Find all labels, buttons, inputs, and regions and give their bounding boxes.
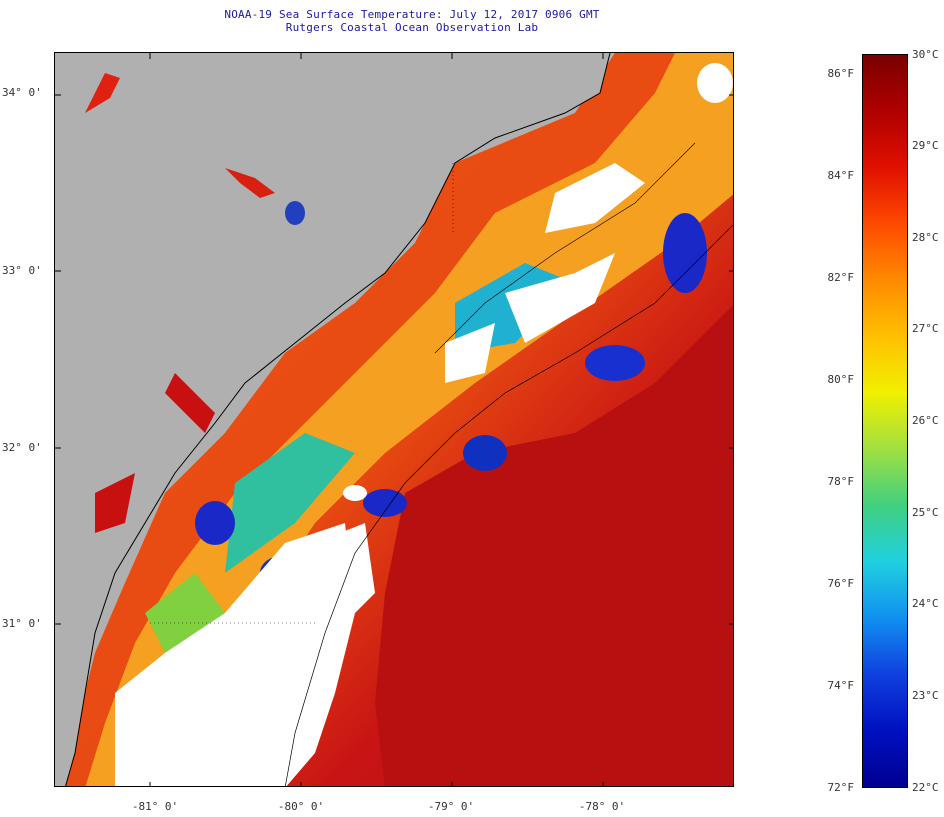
longitude-label: -80° 0' — [277, 800, 325, 813]
colorbar-celsius-label: 24°C — [912, 597, 939, 610]
cold-spot — [585, 345, 645, 381]
map-subtitle: Rutgers Coastal Ocean Observation Lab — [285, 21, 539, 34]
cold-spot — [663, 213, 707, 293]
sst-map — [54, 52, 734, 787]
cloud-cover — [697, 63, 733, 103]
cool-water-patch — [225, 433, 355, 573]
latitude-label: 33° 0' — [2, 264, 42, 277]
colorbar-celsius-label: 30°C — [912, 48, 939, 61]
colorbar-celsius-label: 26°C — [912, 414, 939, 427]
lake — [285, 201, 305, 225]
colorbar-celsius-label: 27°C — [912, 322, 939, 335]
river-estuary — [95, 473, 135, 533]
map-title: NOAA-19 Sea Surface Temperature: July 12… — [224, 8, 600, 21]
colorbar-celsius-label: 25°C — [912, 506, 939, 519]
latitude-label: 34° 0' — [2, 86, 42, 99]
temperature-colorbar — [862, 54, 908, 788]
cloud-cover — [115, 523, 355, 786]
longitude-label: -78° 0' — [578, 800, 626, 813]
colorbar-celsius-label: 23°C — [912, 689, 939, 702]
latitude-label: 31° 0' — [2, 617, 42, 630]
cold-spot — [363, 489, 407, 517]
colorbar-fahrenheit-label: 72°F — [827, 781, 855, 794]
cloud-cover — [545, 163, 645, 233]
cool-water-patch — [145, 573, 225, 673]
shelf-contour — [285, 224, 733, 786]
colorbar-fahrenheit-label: 80°F — [827, 373, 855, 386]
shelf-contour — [434, 142, 696, 354]
cold-spot — [195, 501, 235, 545]
longitude-label: -79° 0' — [427, 800, 475, 813]
colorbar-celsius-label: 29°C — [912, 139, 939, 152]
cloud-cover — [505, 253, 615, 343]
cloud-cover — [315, 523, 375, 623]
river-estuary — [85, 73, 120, 113]
longitude-label: -81° 0' — [131, 800, 179, 813]
river-estuary — [165, 373, 215, 433]
cloud-cover — [445, 323, 495, 383]
colorbar-fahrenheit-label: 84°F — [827, 169, 855, 182]
land-area — [55, 53, 610, 786]
colorbar-fahrenheit-label: 78°F — [827, 475, 855, 488]
colorbar-fahrenheit-label: 82°F — [827, 271, 855, 284]
colorbar-celsius-label: 28°C — [912, 231, 939, 244]
colorbar-celsius-label: 22°C — [912, 781, 939, 794]
river-estuary — [225, 168, 275, 198]
colorbar-fahrenheit-label: 74°F — [827, 679, 855, 692]
colorbar-fahrenheit-label: 86°F — [827, 67, 855, 80]
gulf-stream-region — [375, 305, 733, 786]
latitude-label: 32° 0' — [2, 441, 42, 454]
coastal-warm-band — [55, 53, 675, 786]
cloud-cover — [343, 485, 367, 501]
colorbar-fahrenheit-label: 76°F — [827, 577, 855, 590]
coastline — [65, 53, 611, 786]
cold-spot — [463, 435, 507, 471]
